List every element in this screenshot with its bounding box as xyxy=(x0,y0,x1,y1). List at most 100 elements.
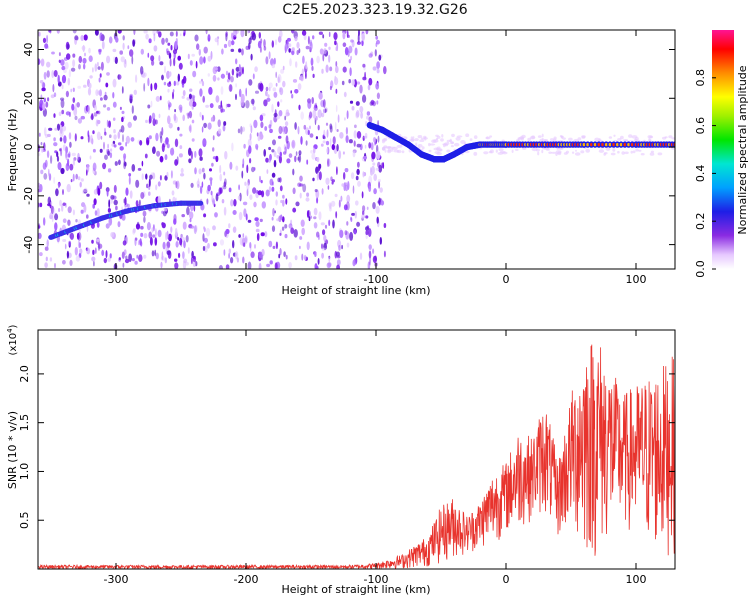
noise-dot xyxy=(77,234,80,240)
noise-dot xyxy=(146,183,149,189)
noise-dot xyxy=(135,179,140,188)
noise-dot xyxy=(51,51,55,55)
noise-dot xyxy=(93,261,95,267)
noise-dot xyxy=(305,140,308,146)
noise-dot xyxy=(152,172,156,180)
noise-dot xyxy=(199,185,203,194)
noise-dot xyxy=(331,144,335,151)
noise-dot xyxy=(282,199,285,207)
noise-dot xyxy=(183,32,186,37)
noise-dot xyxy=(67,219,71,226)
noise-dot xyxy=(140,232,144,237)
noise-dot xyxy=(112,140,116,145)
noise-dot xyxy=(93,112,98,117)
noise-dot xyxy=(183,240,186,249)
noise-dot xyxy=(372,162,376,166)
noise-dot xyxy=(99,89,102,97)
noise-dot xyxy=(140,225,144,230)
noise-dot xyxy=(291,30,295,34)
noise-dot xyxy=(312,35,315,40)
noise-dot xyxy=(268,158,271,163)
noise-dot xyxy=(294,255,298,261)
noise-dot xyxy=(92,130,95,135)
noise-dot xyxy=(298,104,301,111)
noise-dot xyxy=(255,220,260,227)
noise-dot xyxy=(257,190,263,196)
noise-dot xyxy=(328,219,331,226)
noise-dot xyxy=(197,184,200,188)
noise-dot xyxy=(411,138,415,142)
noise-dot xyxy=(39,202,43,208)
noise-dot xyxy=(89,75,93,79)
noise-dot xyxy=(157,195,161,205)
noise-dot xyxy=(54,263,56,269)
noise-dot xyxy=(40,142,43,146)
noise-dot xyxy=(60,167,65,175)
noise-dot xyxy=(483,151,489,155)
noise-dot xyxy=(70,67,76,72)
noise-dot xyxy=(56,155,60,162)
noise-dot xyxy=(293,229,298,238)
noise-dot xyxy=(376,92,380,100)
noise-dot xyxy=(368,185,372,192)
noise-dot xyxy=(237,195,241,200)
noise-dot xyxy=(352,150,356,158)
y-tick-label: 1.5 xyxy=(18,414,31,432)
noise-dot xyxy=(135,237,138,241)
noise-dot xyxy=(485,136,491,140)
noise-dot xyxy=(370,172,373,176)
noise-dot xyxy=(275,71,278,79)
noise-dot xyxy=(54,127,58,131)
noise-dot xyxy=(68,69,72,78)
noise-dot xyxy=(108,222,111,228)
noise-dot xyxy=(354,47,358,56)
noise-dot xyxy=(79,248,83,255)
noise-dot xyxy=(109,152,113,159)
noise-dot xyxy=(65,90,69,98)
noise-dot xyxy=(82,44,85,53)
noise-dot xyxy=(211,162,214,167)
noise-dot xyxy=(133,115,137,121)
noise-dot xyxy=(291,139,296,149)
noise-dot xyxy=(298,48,301,54)
noise-dot xyxy=(75,173,78,180)
noise-dot xyxy=(280,214,283,221)
noise-dot xyxy=(442,143,446,148)
noise-dot xyxy=(288,262,292,269)
noise-dot xyxy=(180,173,185,177)
noise-dot xyxy=(44,43,49,49)
noise-dot xyxy=(108,199,111,209)
noise-dot xyxy=(219,239,225,246)
noise-dot xyxy=(359,252,363,260)
noise-dot xyxy=(190,256,193,265)
noise-dot xyxy=(132,39,136,47)
noise-dot xyxy=(379,237,382,245)
noise-dot xyxy=(55,188,59,197)
noise-dot xyxy=(58,59,61,63)
noise-dot xyxy=(325,122,329,126)
noise-dot xyxy=(121,86,124,94)
noise-dot xyxy=(428,149,432,153)
noise-dot xyxy=(103,141,105,150)
noise-dot xyxy=(199,88,203,97)
snr-frame xyxy=(37,329,676,570)
noise-dot xyxy=(161,143,165,153)
noise-dot xyxy=(435,134,439,137)
noise-dot xyxy=(252,106,256,111)
noise-dot xyxy=(52,207,56,216)
noise-dot xyxy=(179,237,183,246)
noise-dot xyxy=(188,100,193,107)
noise-dot xyxy=(668,135,673,139)
noise-dot xyxy=(352,185,355,194)
noise-dot xyxy=(224,178,227,186)
noise-dot xyxy=(179,145,183,150)
noise-dot xyxy=(511,149,514,153)
noise-dot xyxy=(344,168,349,173)
noise-dot xyxy=(321,188,324,195)
noise-dot xyxy=(93,189,98,195)
noise-dot xyxy=(273,151,277,158)
noise-dot xyxy=(300,74,304,82)
noise-dot xyxy=(236,257,239,263)
noise-dot xyxy=(99,148,103,153)
